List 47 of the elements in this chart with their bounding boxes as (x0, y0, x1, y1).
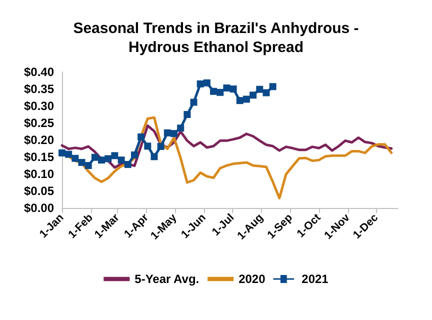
point (210, 88, 218, 95)
y-tick-label: $0.35 (24, 82, 54, 96)
point (269, 83, 276, 90)
y-tick-label: $0.05 (24, 184, 54, 198)
point (144, 142, 152, 150)
point (196, 80, 204, 88)
point (216, 88, 224, 96)
point (177, 124, 184, 132)
point (262, 89, 270, 96)
y-tick-label: $0.30 (24, 99, 54, 113)
legend-label: 2021 (302, 272, 329, 286)
point (184, 111, 191, 118)
y-tick-label: $0.25 (24, 116, 54, 130)
point (118, 156, 125, 164)
point (111, 152, 118, 160)
point (78, 158, 86, 166)
point (190, 98, 198, 106)
point (124, 160, 132, 168)
legend-label: 5-Year Avg. (134, 272, 200, 286)
point (65, 150, 72, 158)
point (170, 130, 178, 138)
line-series (60, 124, 393, 169)
point (72, 154, 79, 162)
point (157, 142, 164, 150)
point (104, 155, 112, 162)
y-tick-label: $0.10 (24, 167, 54, 181)
point (138, 133, 145, 140)
point (58, 149, 66, 156)
y-tick-label: $0.40 (24, 65, 54, 79)
point (203, 79, 210, 86)
chart-title: Seasonal Trends in Brazil's Anhydrous - Hydrous Ethanol Spread (73, 20, 359, 56)
point (256, 86, 264, 93)
point (130, 151, 138, 158)
point (250, 92, 257, 99)
point (150, 153, 158, 160)
y-tick-label: $0.20 (24, 133, 54, 147)
point (230, 86, 237, 92)
point (223, 84, 230, 92)
point (84, 162, 92, 169)
point (242, 96, 250, 103)
y-tick-label: $0.15 (24, 150, 54, 164)
y-tick-label: $0.00 (24, 201, 54, 215)
point (164, 129, 171, 136)
point (98, 156, 106, 164)
legend-label: 2020 (238, 272, 266, 286)
point (91, 154, 98, 161)
point (236, 97, 244, 104)
